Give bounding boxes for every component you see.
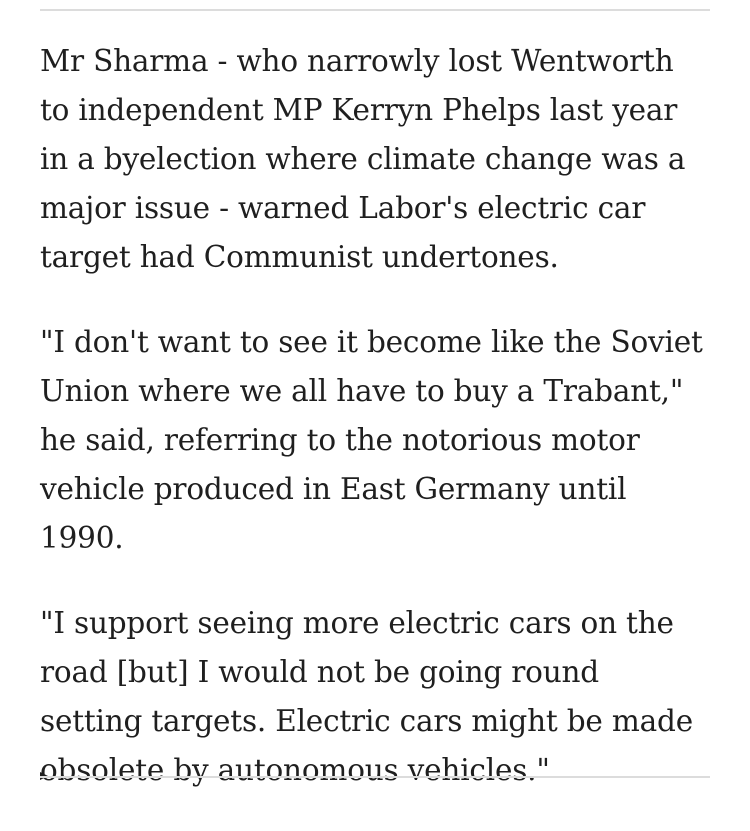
top-divider: [40, 9, 710, 11]
article-paragraph-2: "I don't want to see it become like the …: [40, 325, 703, 555]
article-paragraph-1: Mr Sharma - who narrowly lost Wentworth …: [40, 44, 686, 274]
article-paragraph-3: "I support seeing more electric cars on …: [40, 606, 693, 787]
article-body: Mr Sharma - who narrowly lost Wentworth …: [40, 37, 730, 831]
bottom-divider: [40, 776, 710, 778]
